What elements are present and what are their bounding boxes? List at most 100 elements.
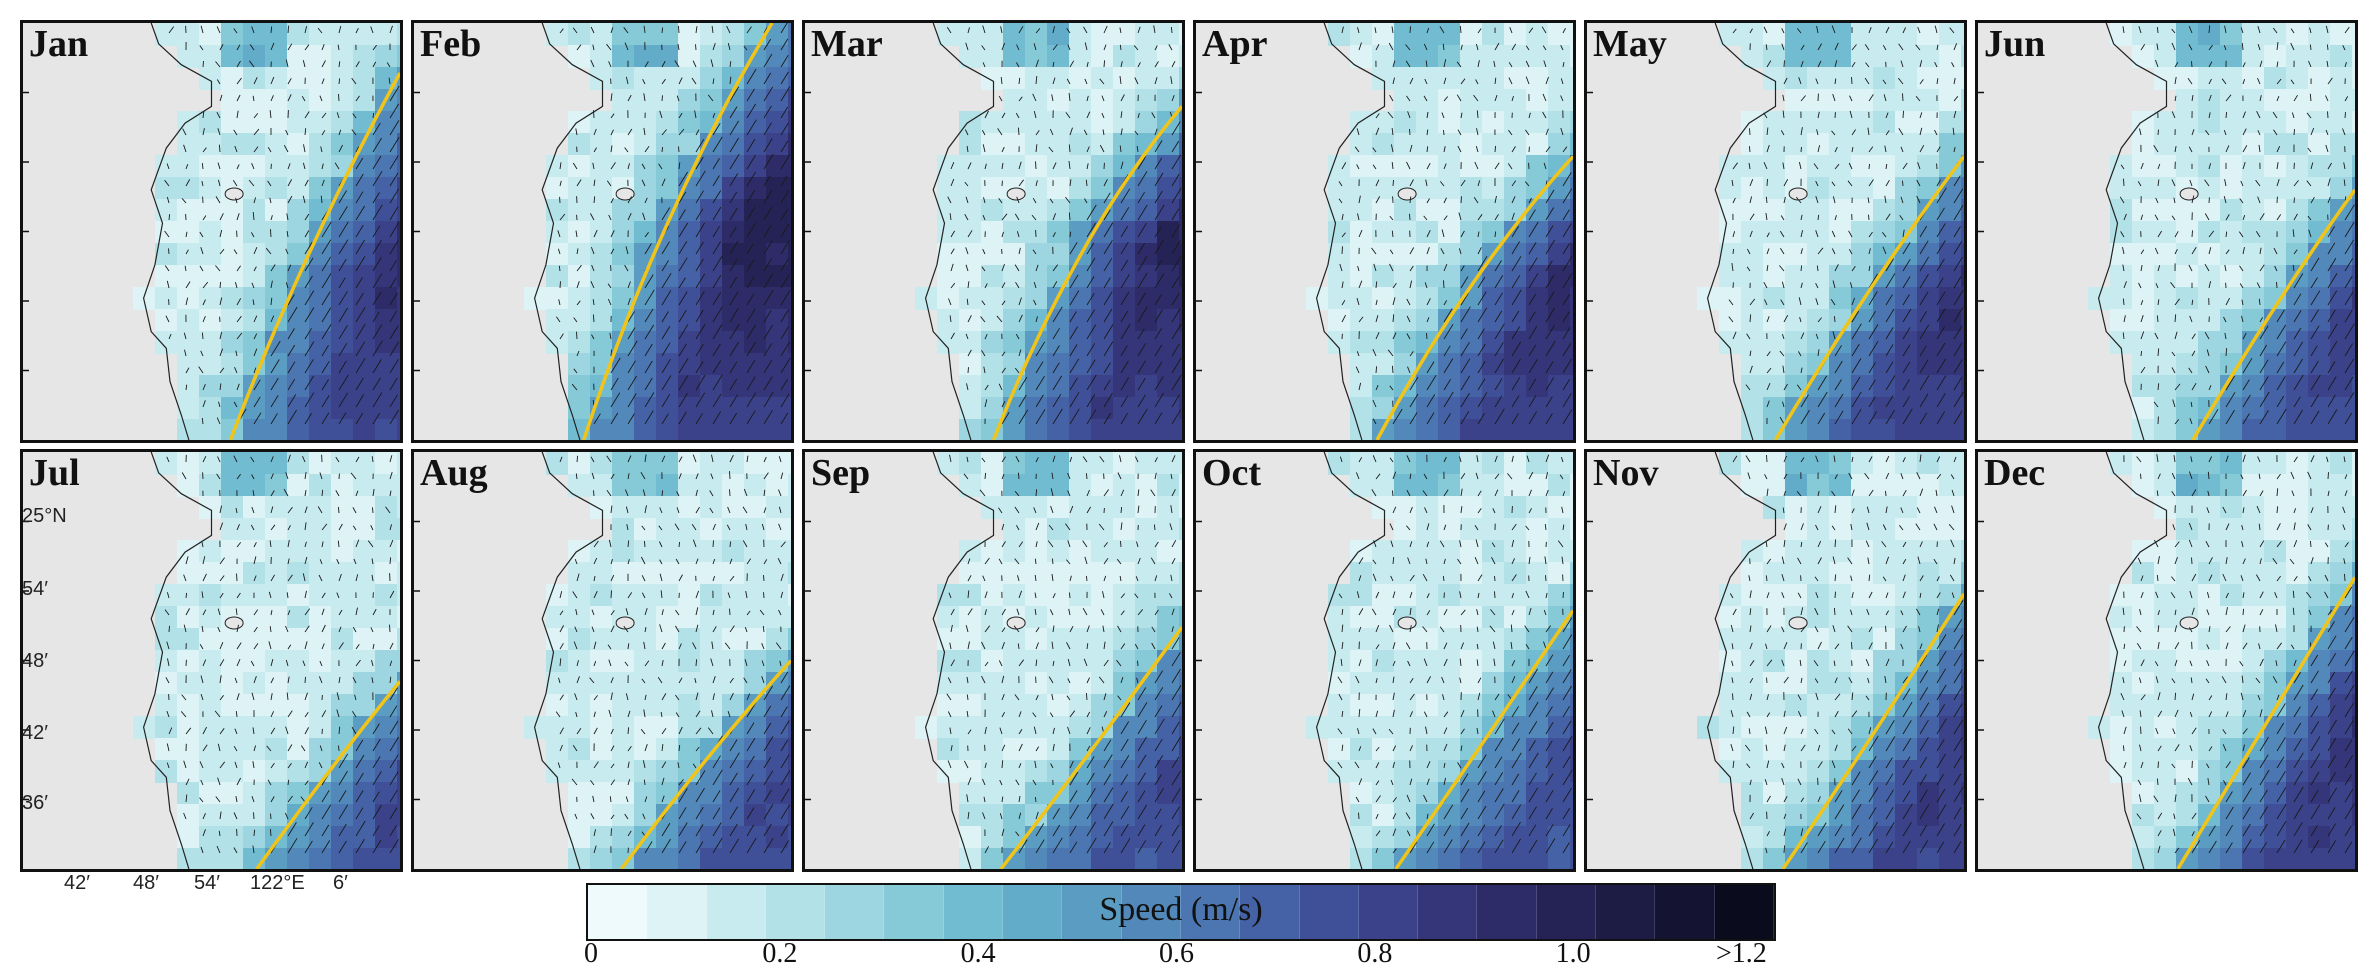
- island: [1397, 187, 1417, 201]
- velocity-vectors: [2119, 25, 2355, 425]
- colorbar-swatch: [943, 885, 1004, 939]
- current-speed-map-jan: [23, 23, 400, 440]
- panel-oct: Oct: [1193, 449, 1576, 872]
- coastline: [924, 452, 995, 869]
- current-speed-map-oct: [1196, 452, 1573, 869]
- island: [615, 616, 635, 630]
- speed-cells: [1697, 23, 1964, 440]
- colorbar-swatch: [825, 885, 885, 939]
- speed-cells: [524, 23, 791, 440]
- colorbar-tick: 0.6: [1159, 938, 1194, 969]
- coastline: [2097, 23, 2168, 440]
- speed-cells: [915, 452, 1182, 869]
- front-line: [1394, 609, 1573, 869]
- colorbar-swatch: [1477, 885, 1537, 939]
- panel-mar: Mar: [802, 20, 1185, 443]
- front-line: [582, 23, 774, 440]
- month-label-jun: Jun: [1984, 23, 2046, 65]
- colorbar-tick: 0.8: [1357, 938, 1393, 969]
- panel-jan: Jan: [20, 20, 403, 443]
- month-label-may: May: [1593, 23, 1667, 65]
- colorbar-swatch: [1003, 885, 1063, 939]
- front-line: [1781, 592, 1964, 869]
- front-line: [991, 105, 1182, 440]
- front-line: [1773, 155, 1964, 440]
- panel-jun: Jun: [1975, 20, 2358, 443]
- front-line: [255, 680, 400, 869]
- speed-cells: [133, 452, 400, 869]
- front-line: [999, 626, 1182, 869]
- current-speed-map-nov: [1587, 452, 1964, 869]
- front-line: [1375, 155, 1573, 440]
- panel-dec: Dec: [1975, 449, 2358, 872]
- front-line: [2191, 188, 2355, 440]
- colorbar-swatch: [1714, 885, 1774, 939]
- colorbar-tick: 0.4: [960, 938, 996, 969]
- panel-grid: Jan Feb Mar Apr May Jun Jul Aug Sep Oct Nov Dec: [20, 20, 2369, 872]
- month-label-jul: Jul: [29, 452, 80, 494]
- colorbar-swatch: [1536, 885, 1597, 939]
- island: [224, 187, 244, 201]
- x-label-54: 54′: [194, 872, 220, 894]
- current-speed-map-jun: [1978, 23, 2355, 440]
- velocity-vectors: [556, 23, 791, 425]
- island: [1006, 616, 1026, 630]
- panel-jul: Jul: [20, 449, 403, 872]
- island: [615, 187, 635, 201]
- x-label-6: 6′: [333, 872, 348, 894]
- colorbar-swatch: [1358, 885, 1419, 939]
- velocity-vectors: [946, 454, 1182, 854]
- colorbar-swatch: [1596, 885, 1656, 939]
- front-line: [228, 72, 400, 440]
- colorbar-swatch: [1062, 885, 1122, 939]
- coastline: [1706, 23, 1777, 440]
- x-label-122e: 122°E: [250, 872, 305, 894]
- colorbar: Speed (m/s): [586, 883, 1776, 941]
- colorbar-swatch: [1299, 885, 1359, 939]
- colorbar-swatches: [588, 885, 1774, 939]
- panel-nov: Nov: [1584, 449, 1967, 872]
- coastline: [533, 23, 604, 440]
- coastline: [142, 452, 213, 869]
- colorbar-swatch: [1180, 885, 1241, 939]
- coastline: [1315, 452, 1386, 869]
- month-label-oct: Oct: [1202, 452, 1262, 494]
- island: [1397, 616, 1417, 630]
- coastline: [533, 452, 604, 869]
- velocity-vectors: [1729, 454, 1964, 854]
- speed-cells: [1306, 452, 1573, 869]
- island: [2179, 187, 2199, 201]
- colorbar-swatch: [1655, 885, 1715, 939]
- y-label-48: 48′: [22, 650, 48, 672]
- island: [1788, 187, 1808, 201]
- current-speed-map-sep: [805, 452, 1182, 869]
- coastline: [1315, 23, 1386, 440]
- velocity-vectors: [2120, 454, 2355, 854]
- speed-cells: [524, 452, 791, 869]
- current-speed-map-mar: [805, 23, 1182, 440]
- month-label-aug: Aug: [420, 452, 488, 494]
- velocity-vectors: [1728, 25, 1964, 425]
- panel-apr: Apr: [1193, 20, 1576, 443]
- island: [2179, 616, 2199, 630]
- colorbar-swatch: [706, 885, 766, 939]
- velocity-vectors: [1338, 25, 1573, 425]
- month-label-nov: Nov: [1593, 452, 1659, 494]
- month-label-feb: Feb: [420, 23, 482, 65]
- current-speed-map-apr: [1196, 23, 1573, 440]
- current-speed-map-aug: [414, 452, 791, 869]
- colorbar-swatch: [1418, 885, 1478, 939]
- coastline: [2097, 452, 2168, 869]
- colorbar-tick: 1.0: [1555, 938, 1591, 969]
- colorbar-tick: 0.2: [762, 938, 798, 969]
- panel-may: May: [1584, 20, 1967, 443]
- speed-cells: [2088, 23, 2355, 440]
- coastline: [924, 23, 995, 440]
- current-speed-map-feb: [414, 23, 791, 440]
- speed-cells: [2088, 452, 2355, 869]
- velocity-vectors: [164, 454, 399, 854]
- y-label-54: 54′: [22, 578, 48, 600]
- colorbar-tick: >1.2: [1716, 938, 1767, 969]
- velocity-vectors: [1337, 454, 1573, 854]
- speed-cells: [915, 23, 1182, 440]
